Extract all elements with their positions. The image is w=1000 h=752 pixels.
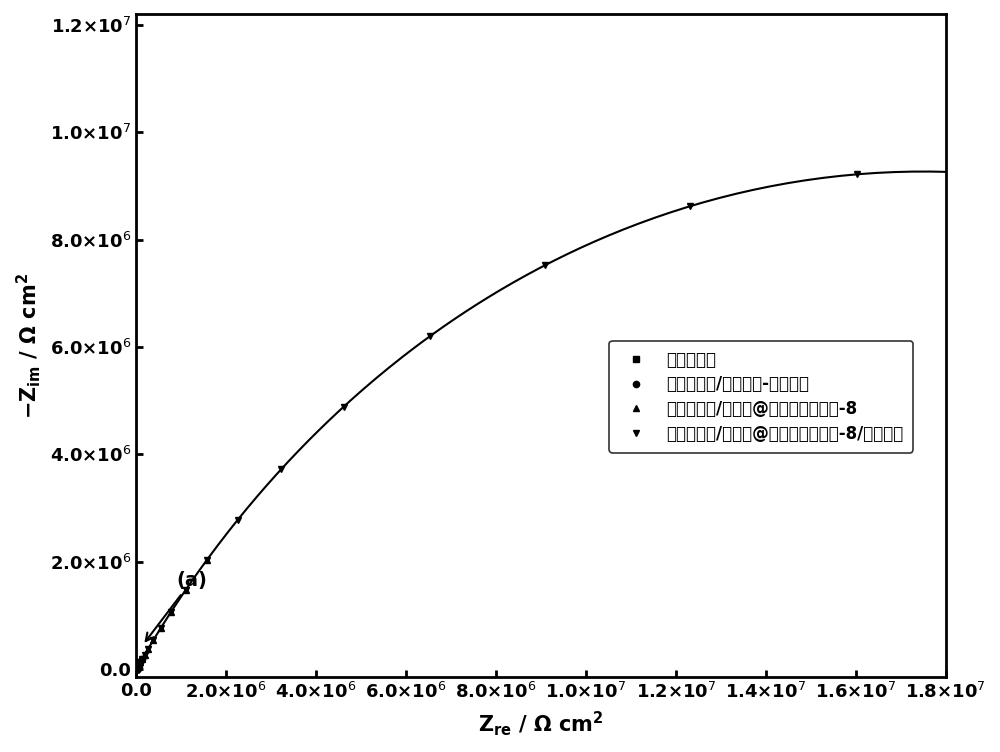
聚丙烯酸酯/植酸锶@沸石咊唠酸骨架-8/二硫化馒 [851,170,863,179]
聚丙烯酸酯/植酸锶@沸石咊唠酸骨架-8 [132,663,144,672]
聚丙烯酸酯/植酸锶@沸石咊唠酸骨架-8/二硫化馒 [133,660,145,669]
聚丙烯酸酯/植酸锶@沸石咊唠酸骨架-8 [133,660,145,669]
聚丙烯酸酯/植酸锶@沸石咊唠酸骨架-8/二硫化馒 [424,332,436,341]
聚丙烯酸酯/植酸锶@沸石咊唠酸骨架-8 [130,665,142,674]
聚丙烯酸酯/植酸锶@沸石咊唠酸骨架-8 [134,657,146,666]
聚丙烯酸酯 [133,660,145,669]
聚丙烯酸酯/植酸锶@沸石咊唠酸骨架-8/二硫化馒 [165,608,177,617]
聚丙烯酸酯/聚多巴胺-二硫化馒 [130,665,142,674]
聚丙烯酸酯/植酸锶@沸石咊唠酸骨架-8 [131,663,143,672]
聚丙烯酸酯/植酸锶@沸石咊唠酸骨架-8 [180,585,192,594]
聚丙烯酸酯/聚多巴胺-二硫化馒 [131,664,143,673]
聚丙烯酸酯/植酸锶@沸石咊唠酸骨架-8 [147,635,159,644]
聚丙烯酸酯/植酸锶@沸石咊唠酸骨架-8/二硫化馒 [131,663,143,672]
聚丙烯酸酯/植酸锶@沸石咊唠酸骨架-8 [142,644,154,653]
聚丙烯酸酯/聚多巴胺-二硫化馒 [131,663,143,672]
聚丙烯酸酯/植酸锶@沸石咊唠酸骨架-8/二硫化馒 [180,585,192,594]
聚丙烯酸酯 [130,665,142,674]
聚丙烯酸酯/植酸锶@沸石咊唠酸骨架-8/二硫化馒 [275,465,287,474]
聚丙烯酸酯/植酸锶@沸石咊唠酸骨架-8 [130,664,142,673]
X-axis label: $\mathbf{Z_{re}}$ / Ω cm$^\mathbf{2}$: $\mathbf{Z_{re}}$ / Ω cm$^\mathbf{2}$ [478,709,604,738]
聚丙烯酸酯 [131,663,143,672]
聚丙烯酸酯/植酸锶@沸石咊唠酸骨架-8/二硫化馒 [136,654,148,663]
聚丙烯酸酯/植酸锶@沸石咊唠酸骨架-8 [130,665,142,674]
聚丙烯酸酯 [130,665,142,674]
Text: (a): (a) [146,571,207,641]
Line: 聚丙烯酸酯: 聚丙烯酸酯 [133,661,142,672]
聚丙烯酸酯/植酸锶@沸石咊唠酸骨架-8 [132,661,144,670]
Line: 聚丙烯酸酯/植酸锶@沸石咊唠酸骨架-8/二硫化馒: 聚丙烯酸酯/植酸锶@沸石咊唠酸骨架-8/二硫化馒 [133,171,860,672]
Line: 聚丙烯酸酯/聚多巴胺-二硫化馒: 聚丙烯酸酯/聚多巴胺-二硫化馒 [133,656,145,672]
聚丙烯酸酯/植酸锶@沸石咊唠酸骨架-8/二硫化馒 [147,635,159,644]
聚丙烯酸酯/植酸锶@沸石咊唠酸骨架-8/二硫化馒 [338,402,350,411]
聚丙烯酸酯/聚多巴胺-二硫化馒 [132,661,144,670]
聚丙烯酸酯 [130,664,142,673]
聚丙烯酸酯/聚多巴胺-二硫化馒 [130,665,142,674]
聚丙烯酸酯/植酸锶@沸石咊唠酸骨架-8 [155,624,167,633]
聚丙烯酸酯/植酸锶@沸石咊唠酸骨架-8/二硫化馒 [130,664,142,673]
聚丙烯酸酯/植酸锶@沸石咊唠酸骨架-8/二硫化馒 [201,555,213,564]
聚丙烯酸酯 [131,664,143,673]
聚丙烯酸酯/聚多巴胺-二硫化馒 [130,664,142,673]
聚丙烯酸酯/植酸锶@沸石咊唠酸骨架-8 [165,608,177,617]
聚丙烯酸酯/植酸锶@沸石咊唠酸骨架-8/二硫化馒 [155,624,167,633]
聚丙烯酸酯 [130,664,142,673]
聚丙烯酸酯/植酸锶@沸石咊唠酸骨架-8 [131,664,143,673]
Y-axis label: $\mathbf{-Z_{im}}$ / Ω cm$^\mathbf{2}$: $\mathbf{-Z_{im}}$ / Ω cm$^\mathbf{2}$ [14,273,43,419]
聚丙烯酸酯/聚多巴胺-二硫化馒 [131,663,143,672]
聚丙烯酸酯/聚多巴胺-二硫化馒 [136,654,148,663]
聚丙烯酸酯/植酸锶@沸石咊唠酸骨架-8/二硫化馒 [130,664,142,673]
聚丙烯酸酯/植酸锶@沸石咊唠酸骨架-8/二硫化馒 [132,663,144,672]
聚丙烯酸酯/植酸锶@沸石咊唠酸骨架-8 [201,555,213,564]
聚丙烯酸酯 [132,661,144,670]
聚丙烯酸酯/植酸锶@沸石咊唠酸骨架-8/二硫化馒 [139,650,151,659]
聚丙烯酸酯/植酸锶@沸石咊唠酸骨架-8/二硫化馒 [684,202,696,211]
聚丙烯酸酯/植酸锶@沸石咊唠酸骨架-8/二硫化馒 [232,515,244,524]
聚丙烯酸酯/植酸锶@沸石咊唠酸骨架-8/二硫化馒 [130,665,142,674]
聚丙烯酸酯/植酸锶@沸石咊唠酸骨架-8 [136,654,148,663]
聚丙烯酸酯/植酸锶@沸石咊唠酸骨架-8/二硫化馒 [539,261,551,270]
聚丙烯酸酯/植酸锶@沸石咊唠酸骨架-8/二硫化馒 [134,657,146,666]
聚丙烯酸酯/植酸锶@沸石咊唠酸骨架-8 [131,663,143,672]
聚丙烯酸酯/聚多巴胺-二硫化馒 [133,660,145,669]
Legend: 聚丙烯酸酯, 聚丙烯酸酯/聚多巴胺-二硫化馒, 聚丙烯酸酯/植酸锶@沸石咊唠酸骨架-8, 聚丙烯酸酯/植酸锶@沸石咊唠酸骨架-8/二硫化馒: 聚丙烯酸酯, 聚丙烯酸酯/聚多巴胺-二硫化馒, 聚丙烯酸酯/植酸锶@沸石咊唠酸骨… [609,341,913,453]
聚丙烯酸酯/聚多巴胺-二硫化馒 [130,664,142,673]
Line: 聚丙烯酸酯/植酸锶@沸石咊唠酸骨架-8: 聚丙烯酸酯/植酸锶@沸石咊唠酸骨架-8 [133,556,211,672]
聚丙烯酸酯/聚多巴胺-二硫化馒 [134,657,146,666]
聚丙烯酸酯/聚多巴胺-二硫化馒 [132,663,144,672]
聚丙烯酸酯 [132,663,144,672]
聚丙烯酸酯/植酸锶@沸石咊唠酸骨架-8/二硫化馒 [142,644,154,653]
聚丙烯酸酯 [131,663,143,672]
聚丙烯酸酯/植酸锶@沸石咊唠酸骨架-8 [130,664,142,673]
聚丙烯酸酯/植酸锶@沸石咊唠酸骨架-8/二硫化馒 [131,664,143,673]
聚丙烯酸酯/植酸锶@沸石咊唠酸骨架-8 [139,650,151,659]
聚丙烯酸酯/植酸锶@沸石咊唠酸骨架-8/二硫化馒 [132,661,144,670]
聚丙烯酸酯/植酸锶@沸石咊唠酸骨架-8/二硫化馒 [130,665,142,674]
聚丙烯酸酯/植酸锶@沸石咊唠酸骨架-8/二硫化馒 [131,663,143,672]
